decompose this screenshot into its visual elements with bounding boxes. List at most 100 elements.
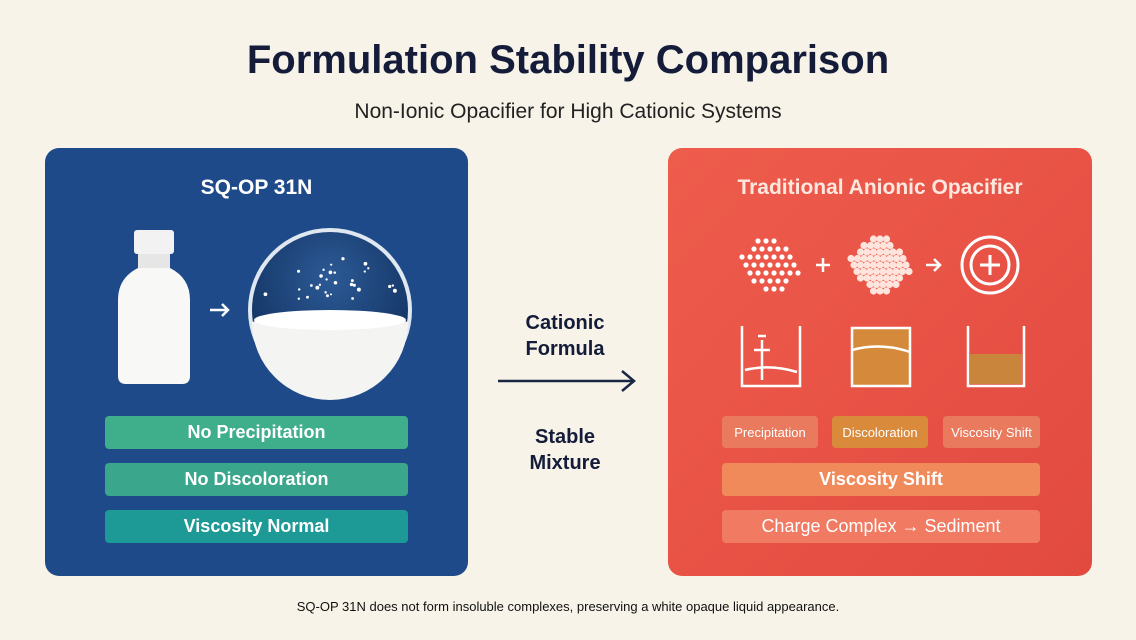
bottle (118, 230, 190, 384)
dot (325, 294, 329, 298)
dot (895, 274, 904, 282)
dot (866, 254, 875, 263)
dot (889, 248, 897, 256)
milk-circle (248, 228, 412, 400)
charge-icon (960, 235, 1020, 295)
dot (318, 283, 322, 286)
tag: Viscosity Shift (943, 416, 1040, 448)
dot (879, 241, 888, 250)
dot (356, 287, 361, 292)
dot (363, 270, 366, 273)
dot (886, 241, 894, 250)
dot (791, 262, 797, 268)
dot (899, 254, 907, 263)
badge: No Discoloration (105, 463, 408, 496)
dot (388, 284, 392, 289)
dot (763, 238, 769, 244)
dot (349, 282, 354, 287)
dot (755, 254, 761, 260)
dot (873, 254, 881, 263)
badge: Charge Complex → Sediment (722, 510, 1040, 543)
plus (816, 258, 830, 272)
dot (895, 261, 904, 269)
sparkles (263, 257, 397, 300)
dot (882, 235, 891, 243)
dot (892, 280, 900, 289)
dot (763, 286, 769, 292)
dot (860, 241, 868, 250)
middle-label: Stable Mixture (529, 426, 601, 474)
dot (315, 285, 320, 290)
panel-title: SQ-OP 31N (200, 176, 313, 199)
dot (882, 248, 891, 256)
dot (869, 248, 878, 256)
dot (767, 246, 773, 252)
dot (771, 270, 777, 276)
dot (879, 254, 888, 263)
dot (885, 280, 894, 289)
dot (853, 267, 861, 276)
dot (872, 280, 881, 289)
dot (863, 274, 871, 282)
dot (783, 262, 789, 268)
dot (876, 287, 884, 295)
dot (860, 254, 868, 263)
dot (297, 269, 301, 273)
dot (905, 267, 913, 276)
dot (325, 278, 328, 281)
dot (892, 254, 901, 263)
dot (755, 270, 761, 276)
dot (341, 257, 345, 261)
dot (889, 274, 897, 282)
dot (856, 248, 865, 256)
dot (759, 246, 765, 252)
dot (866, 267, 874, 276)
dot (783, 246, 789, 252)
badge: Viscosity Shift (722, 463, 1040, 496)
dot (771, 254, 777, 260)
dot (872, 267, 881, 276)
dot (879, 280, 887, 289)
dot (787, 254, 793, 260)
dot (352, 283, 356, 287)
dot (367, 267, 370, 270)
dot (751, 278, 757, 284)
dot (767, 278, 773, 284)
dot (351, 297, 354, 300)
dot (866, 280, 874, 289)
title: Formulation Stability Comparison (246, 38, 890, 82)
dot (892, 267, 900, 276)
dot (783, 278, 789, 284)
tag: Discoloration (832, 416, 928, 448)
dot (885, 267, 894, 276)
dot (328, 270, 333, 275)
arrow (210, 303, 230, 317)
dot (863, 261, 871, 269)
dot (882, 261, 891, 269)
dot (775, 262, 781, 268)
dot (322, 268, 325, 272)
beaker-icons (740, 326, 1026, 388)
dot (795, 270, 801, 276)
dot (263, 292, 268, 297)
dot (297, 288, 301, 291)
dot (898, 267, 907, 276)
dot (779, 270, 785, 276)
dot (876, 235, 884, 243)
dot (330, 263, 333, 266)
panel-title: Traditional Anionic Opacifier (737, 176, 1023, 199)
dot (329, 293, 333, 296)
dot (850, 261, 858, 269)
arrow (926, 258, 942, 272)
dot (759, 262, 765, 268)
dot (886, 254, 894, 263)
particle-icons (739, 235, 913, 295)
dot (902, 261, 910, 269)
dot (879, 267, 887, 276)
dot (739, 254, 745, 260)
flow-arrow (498, 370, 636, 392)
dot (882, 274, 891, 282)
dot (876, 261, 884, 269)
dot (853, 254, 862, 263)
